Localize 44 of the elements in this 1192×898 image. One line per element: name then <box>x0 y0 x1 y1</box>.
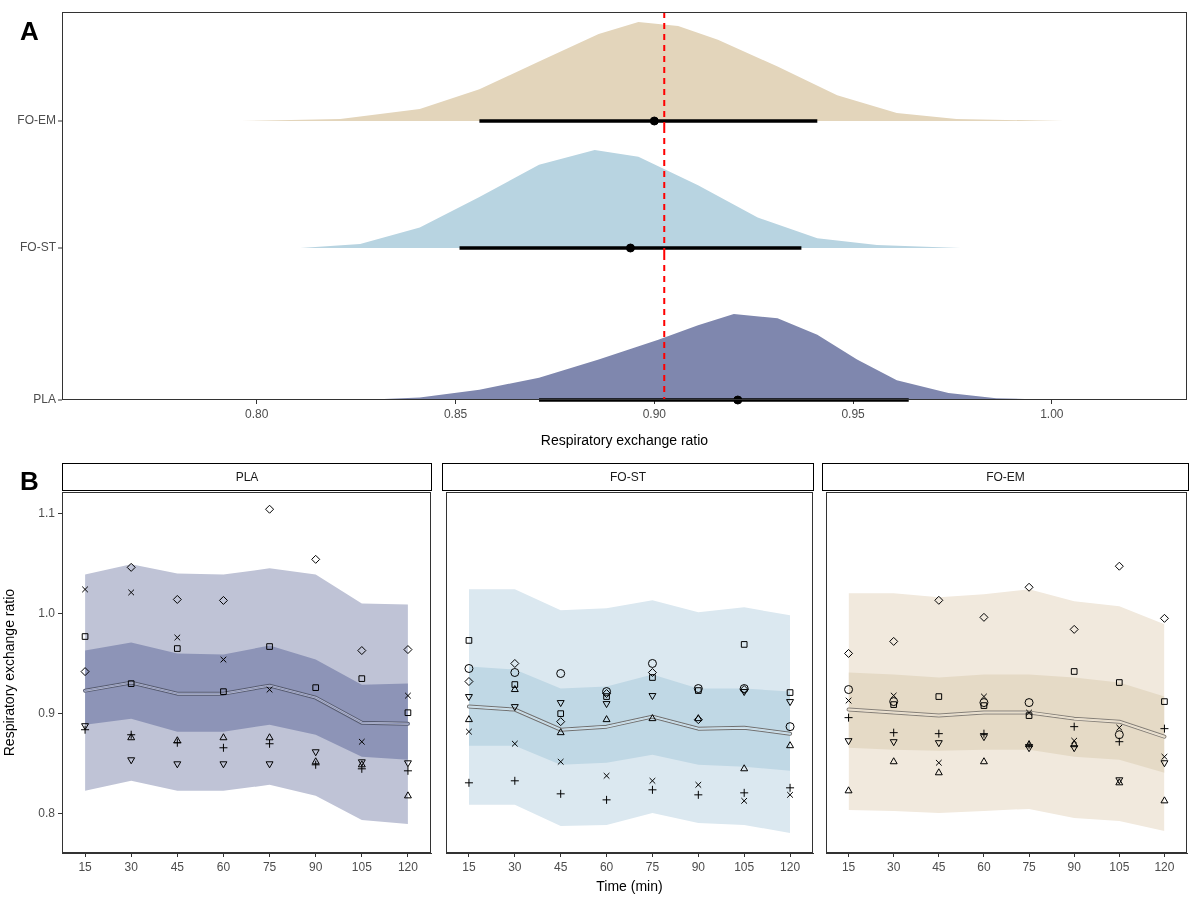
x-tick-label: 75 <box>262 859 277 874</box>
x-tick-label: 15 <box>841 859 856 874</box>
y-tick-label: 0.8 <box>38 806 56 821</box>
chart-title: FO-ST <box>442 463 814 491</box>
x-tick-label: 90 <box>691 859 706 874</box>
y-axis-title: Respiratory exchange ratio <box>1 588 18 757</box>
x-tick-label: 30 <box>508 859 522 874</box>
x-tick-label: 15 <box>462 859 476 874</box>
text: PLA <box>33 392 56 407</box>
x-tick-label: 45 <box>170 859 185 874</box>
chart-title: PLA <box>62 463 432 491</box>
x-tick-label: 75 <box>645 859 660 874</box>
y-tick-label: 0.9 <box>38 706 56 720</box>
x-tick-label: 0.80 <box>245 406 269 421</box>
y-tick-label: 1.1 <box>38 505 56 520</box>
x-tick-label: 1.00 <box>1040 406 1064 421</box>
chart-title: FO-EM <box>822 463 1189 491</box>
x-tick-label: 0.85 <box>443 406 468 421</box>
x-tick-label: 120 <box>780 859 801 874</box>
x-tick-label: 105 <box>351 859 373 874</box>
x-axis-title: Respiratory exchange ratio <box>540 432 709 449</box>
x-tick-label: 0.95 <box>841 406 866 421</box>
text: A <box>20 16 39 47</box>
x-tick-label: 120 <box>397 859 419 874</box>
x-tick-label: 120 <box>1154 859 1175 874</box>
x-tick-label: 105 <box>734 859 755 874</box>
x-tick-label: 105 <box>1109 859 1130 874</box>
text: B <box>20 466 39 497</box>
x-tick-label: 90 <box>309 859 323 874</box>
x-tick-label: 60 <box>977 859 991 874</box>
x-axis-title: Time (min) <box>596 878 663 895</box>
x-tick-label: 60 <box>599 859 614 874</box>
x-tick-label: 60 <box>216 859 231 874</box>
x-tick-label: 30 <box>124 859 139 874</box>
x-tick-label: 0.90 <box>642 406 667 421</box>
text: FO-EM <box>17 113 56 128</box>
y-tick-label: 1.0 <box>38 605 56 620</box>
x-tick-label: 45 <box>932 859 946 874</box>
x-tick-label: 30 <box>887 859 901 874</box>
x-tick-label: 15 <box>78 859 93 874</box>
text: FO-ST <box>20 240 57 255</box>
x-tick-label: 75 <box>1022 859 1037 874</box>
x-tick-label: 45 <box>554 859 568 874</box>
x-tick-label: 90 <box>1067 859 1082 874</box>
